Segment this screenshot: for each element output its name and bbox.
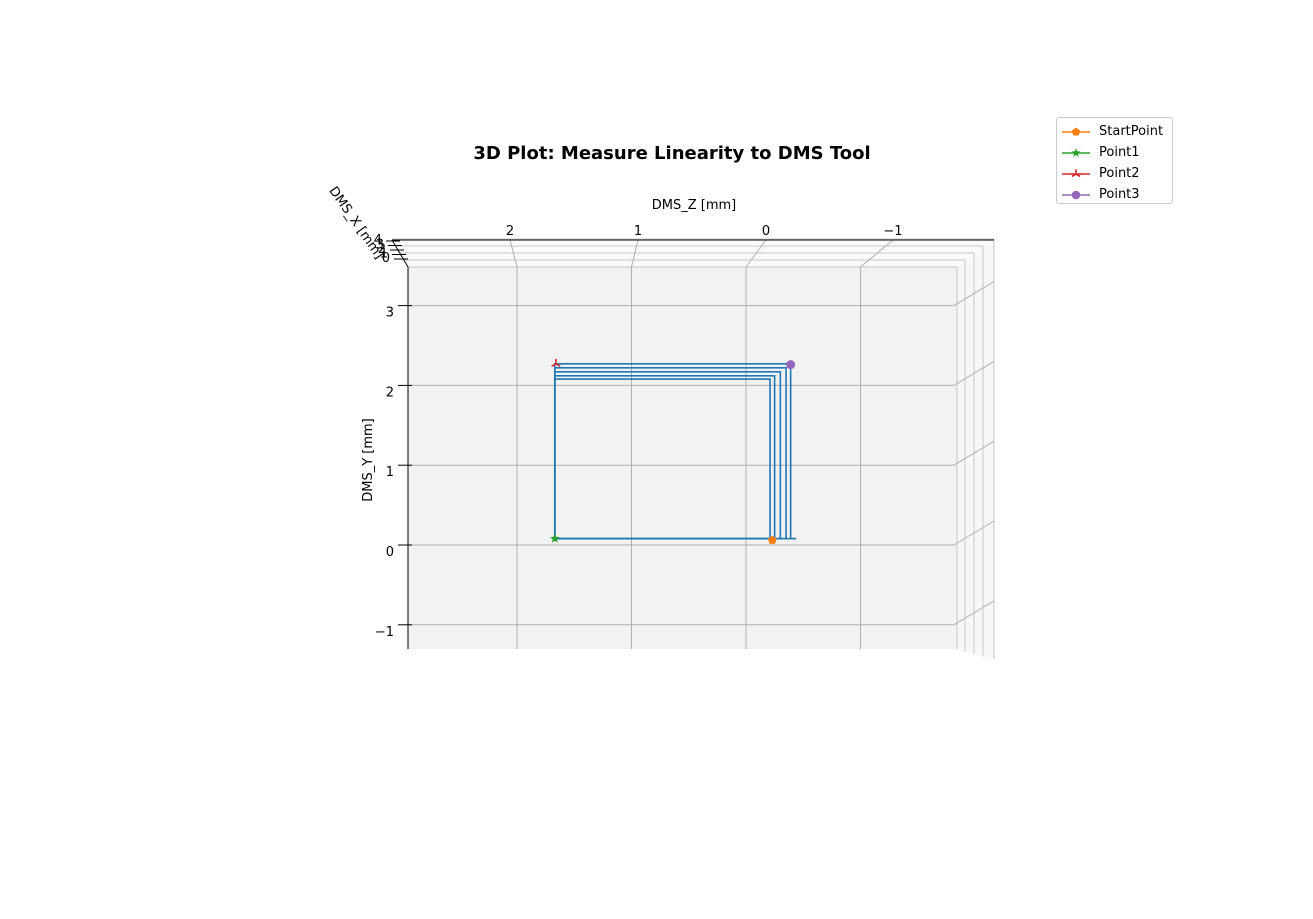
- legend-swatch: [1062, 168, 1090, 177]
- x-tick-label: 3: [376, 238, 384, 253]
- point-markers: [550, 358, 796, 544]
- point-marker-point1: [550, 533, 560, 543]
- point-marker-startpoint: [1071, 127, 1081, 135]
- x-tick-label: 0: [382, 251, 390, 266]
- y-tick-label: 0: [386, 545, 394, 560]
- chart-title: 3D Plot: Measure Linearity to DMS Tool: [473, 143, 870, 164]
- y-axis-label: DMS_Y [mm]: [361, 418, 376, 502]
- y-tick-label: 2: [386, 385, 394, 400]
- legend-item-startpoint: StartPoint: [1057, 121, 1172, 142]
- marker-stroke: [1075, 172, 1081, 177]
- point-marker-point2: [551, 358, 561, 368]
- point-marker-point2: [1071, 168, 1081, 177]
- point-marker-point1: [1071, 147, 1081, 157]
- z-grid-connector: [509, 239, 518, 268]
- x-tick-label: 1: [380, 247, 388, 262]
- legend-swatch: [1062, 147, 1090, 157]
- x-tick-label: 2: [378, 242, 386, 257]
- z-grid-connector: [631, 239, 639, 268]
- legend-swatch: [1062, 127, 1090, 135]
- point-marker-point3: [1071, 190, 1081, 199]
- y-tick-label: 3: [386, 306, 394, 321]
- grid-lines: [392, 238, 995, 659]
- marker-stroke: [555, 363, 561, 368]
- legend-label: Point1: [1099, 145, 1140, 160]
- y-grid-connector: [953, 440, 995, 466]
- trace-loop: [553, 378, 771, 540]
- legend-item-point2: Point2: [1057, 163, 1172, 184]
- z-grid-connector: [860, 239, 894, 268]
- plot-pane: [392, 240, 994, 660]
- x-axis-label: DMS_X [mm]: [325, 184, 386, 262]
- z-tick-label: 2: [506, 224, 514, 239]
- y-grid-connector: [953, 520, 995, 546]
- legend-label: Point2: [1099, 166, 1140, 181]
- y-tick-label: 1: [386, 465, 394, 480]
- z-grid-connector: [745, 239, 767, 268]
- x-axis-line: [391, 239, 409, 268]
- marker-stroke: [551, 363, 557, 368]
- legend-item-point3: Point3: [1057, 184, 1172, 205]
- z-tick-label: −1: [883, 224, 902, 239]
- legend-item-point1: Point1: [1057, 142, 1172, 163]
- legend: StartPoint Point1 Point2 Point3: [1056, 117, 1173, 204]
- y-grid-connector: [953, 600, 995, 626]
- y-grid-connector: [953, 360, 995, 386]
- back-pane: [408, 267, 957, 649]
- marker-stroke: [1071, 172, 1077, 177]
- point-marker-point3: [786, 360, 796, 370]
- x-tick-label: 4: [374, 233, 382, 248]
- z-tick-label: 1: [634, 224, 642, 239]
- point-marker-startpoint: [768, 535, 777, 544]
- legend-label: Point3: [1099, 187, 1140, 202]
- z-axis-label: DMS_Z [mm]: [652, 198, 737, 213]
- y-grid-connector: [953, 281, 995, 307]
- side-pane: [957, 240, 994, 660]
- z-tick-label: 0: [762, 224, 770, 239]
- axes-lines: [386, 239, 994, 649]
- legend-label: StartPoint: [1099, 124, 1164, 139]
- y-tick-label: −1: [375, 625, 394, 640]
- legend-swatch: [1062, 190, 1090, 199]
